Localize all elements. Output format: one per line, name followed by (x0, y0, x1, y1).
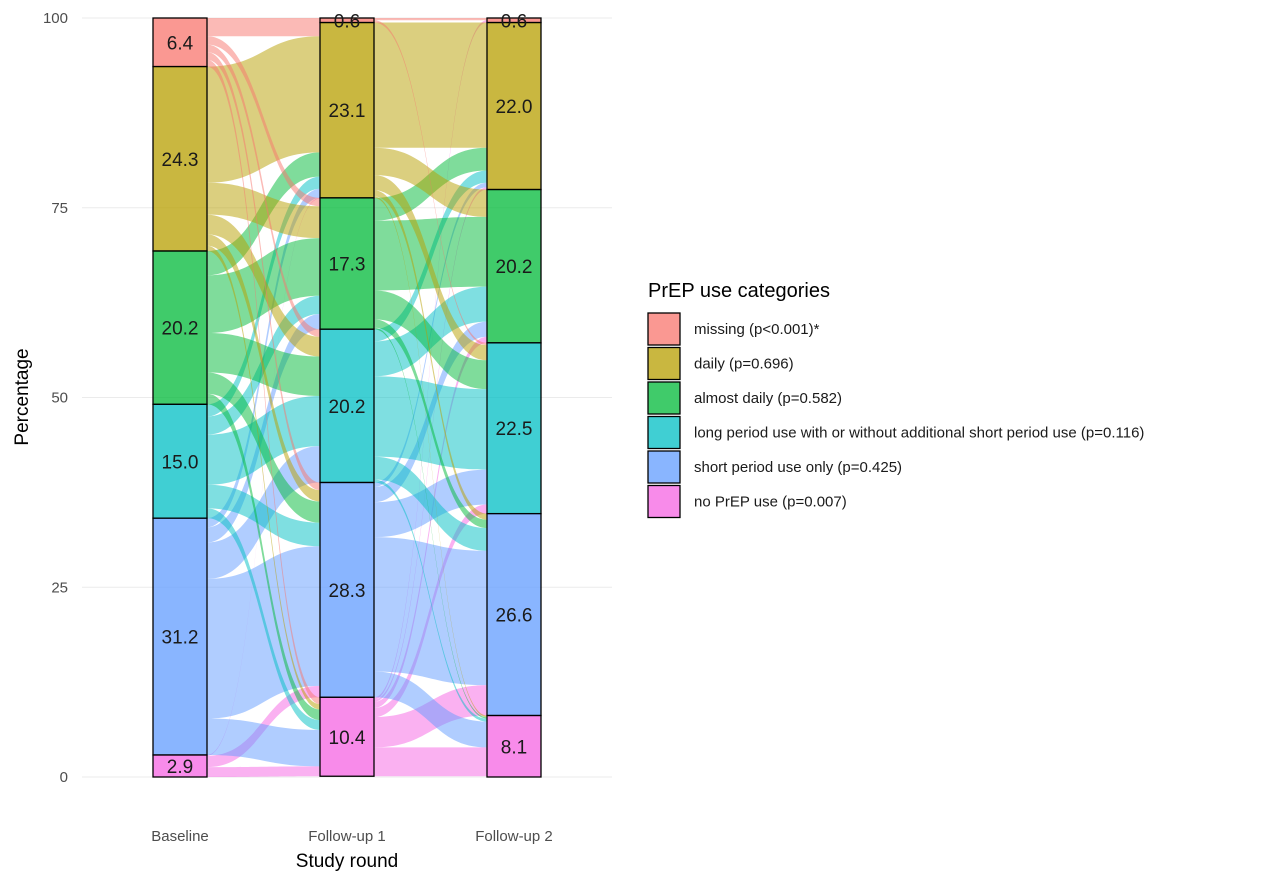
flow-almost-daily-to-long-period (374, 290, 487, 390)
segment-value-label: 6.4 (167, 33, 194, 54)
flow-missing-to-missing (207, 18, 320, 23)
flow-short-period-to-short-period (374, 537, 487, 686)
flow-no-prep-to-missing (374, 20, 487, 700)
segment-value-label: 0.6 (334, 11, 360, 32)
flow-almost-daily-to-no-prep (374, 327, 487, 719)
stratum-no-prep (486, 714, 542, 778)
stratum-daily (319, 21, 375, 199)
stratum-almost-daily (486, 188, 542, 344)
y-tick-label: 100 (43, 10, 68, 27)
stratum-long-period (319, 328, 375, 484)
flow-short-period-to-short-period (207, 546, 320, 719)
legend-swatch-short-period (647, 450, 681, 484)
flow-daily-to-daily (207, 36, 320, 183)
segment-value-label: 24.3 (162, 150, 199, 171)
stratum-daily (152, 65, 208, 252)
axes: 0 25 50 75 100 Baseline Follow-up 1 Follow-up 2 (43, 10, 553, 845)
legend-swatch-long-period (647, 415, 681, 450)
segment-value-label: 17.3 (329, 255, 366, 276)
flow-no-prep-to-no-prep (207, 766, 320, 777)
segment-value-label: 15.0 (162, 452, 199, 473)
segment-value-label: 2.9 (167, 757, 193, 778)
flow-short-period-to-no-prep (374, 671, 487, 748)
flows (207, 18, 487, 777)
segment-value-label: 20.2 (496, 257, 533, 278)
flow-no-prep-to-no-prep (374, 747, 487, 777)
flow-long-period-to-short-period (207, 484, 320, 547)
stratum-almost-daily (152, 250, 208, 405)
flow-daily-to-short-period (207, 234, 320, 502)
flow-short-period-to-no-prep (207, 718, 320, 767)
stratum-short-period (486, 512, 542, 717)
flow-daily-to-long-period (207, 214, 320, 357)
legend-title: PrEP use categories (648, 280, 830, 302)
segment-value-label: 23.1 (329, 101, 366, 122)
segment-value-label: 8.1 (501, 737, 527, 758)
stratum-missing (152, 17, 208, 68)
flow-almost-daily-to-no-prep (207, 393, 320, 721)
flow-almost-daily-to-short-period (207, 372, 320, 523)
flow-missing-to-daily (207, 22, 320, 37)
segment-value-label: 0.6 (501, 11, 527, 32)
flow-almost-daily-to-short-period (374, 319, 487, 529)
flow-long-period-to-short-period (374, 456, 487, 551)
flow-daily-to-long-period (374, 175, 487, 361)
x-tick-label: Baseline (151, 828, 209, 845)
flow-daily-to-almost-daily (207, 182, 320, 239)
flow-daily-to-no-prep (374, 196, 487, 718)
flow-missing-to-short-period (207, 52, 320, 491)
y-tick-label: 50 (51, 390, 68, 407)
flow-long-period-to-no-prep (207, 508, 320, 730)
legend-swatch-no-prep (647, 484, 681, 519)
legend-label-no-prep: no PrEP use (p=0.007) (694, 494, 847, 511)
stratum-long-period (486, 342, 542, 515)
legend-swatch-daily (647, 346, 681, 381)
legend-label-daily: daily (p=0.696) (694, 356, 794, 373)
legend-swatch-almost-daily (647, 381, 681, 415)
stratum-long-period (152, 403, 208, 519)
flow-missing-to-almost-daily (207, 36, 320, 207)
segment-value-label: 22.5 (496, 419, 533, 440)
stratum-short-period (319, 481, 375, 698)
legend-label-missing: missing (p<0.001)* (694, 321, 820, 338)
stratum-almost-daily (319, 197, 375, 330)
flow-almost-daily-to-almost-daily (374, 216, 487, 291)
segment-value-label: 26.6 (496, 606, 533, 627)
segment-value-label: 10.4 (329, 728, 366, 749)
x-tick-label: Follow-up 1 (308, 828, 386, 845)
segment-value-label: 22.0 (496, 97, 533, 118)
y-tick-label: 0 (60, 769, 68, 786)
stacked-bars (152, 17, 542, 778)
flow-missing-to-missing (374, 18, 487, 21)
flow-daily-to-daily (374, 22, 487, 148)
flow-daily-to-short-period (374, 190, 487, 520)
y-axis-title: Percentage (12, 348, 33, 445)
stratum-daily (486, 21, 542, 191)
legend-swatch-missing (647, 312, 681, 346)
segment-value-label: 20.2 (162, 319, 199, 340)
stratum-short-period (152, 517, 208, 756)
segment-value-label: 28.3 (329, 581, 366, 602)
segment-value-label: 31.2 (162, 628, 199, 649)
stratum-no-prep (319, 696, 375, 777)
segment-value-label: 20.2 (329, 397, 366, 418)
stratum-no-prep (152, 754, 208, 778)
segment-labels: 6.4 24.3 20.2 15.0 31.2 2.9 0.6 23.1 17.3 20.2 28.… (162, 11, 533, 778)
legend-label-long-period: long period use with or without addition… (694, 425, 1144, 442)
legend: PrEP use categories missing (p<0.001)* da… (647, 280, 1144, 519)
legend-label-almost-daily: almost daily (p=0.582) (694, 390, 842, 407)
legend-label-short-period: short period use only (p=0.425) (694, 459, 902, 476)
y-tick-label: 75 (51, 200, 68, 217)
x-tick-label: Follow-up 2 (475, 828, 553, 845)
flow-missing-to-long-period (374, 20, 487, 346)
y-tick-label: 25 (51, 579, 68, 596)
flow-long-period-to-no-prep (374, 479, 487, 722)
flow-missing-to-no-prep (207, 59, 320, 705)
x-axis-title: Study round (296, 851, 398, 871)
flow-daily-to-no-prep (207, 245, 320, 710)
flow-missing-to-long-period (207, 44, 320, 337)
